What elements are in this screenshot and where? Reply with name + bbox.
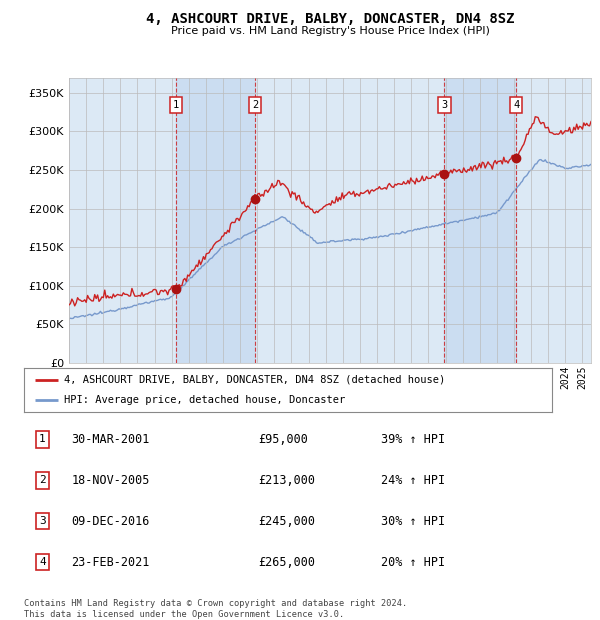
Text: 2: 2 xyxy=(252,100,259,110)
Bar xyxy=(445,78,517,363)
Text: 39% ↑ HPI: 39% ↑ HPI xyxy=(381,433,445,446)
Text: 1: 1 xyxy=(39,434,46,445)
Text: 4, ASHCOURT DRIVE, BALBY, DONCASTER, DN4 8SZ: 4, ASHCOURT DRIVE, BALBY, DONCASTER, DN4… xyxy=(146,12,514,27)
Text: Contains HM Land Registry data © Crown copyright and database right 2024.
This d: Contains HM Land Registry data © Crown c… xyxy=(24,600,407,619)
Text: 23-FEB-2021: 23-FEB-2021 xyxy=(71,556,150,569)
Text: 18-NOV-2005: 18-NOV-2005 xyxy=(71,474,150,487)
Text: 3: 3 xyxy=(39,516,46,526)
Text: 4: 4 xyxy=(513,100,520,110)
Text: 09-DEC-2016: 09-DEC-2016 xyxy=(71,515,150,528)
Text: £95,000: £95,000 xyxy=(259,433,308,446)
Text: £213,000: £213,000 xyxy=(259,474,316,487)
Text: Price paid vs. HM Land Registry's House Price Index (HPI): Price paid vs. HM Land Registry's House … xyxy=(170,26,490,36)
Text: 30% ↑ HPI: 30% ↑ HPI xyxy=(381,515,445,528)
Text: 4, ASHCOURT DRIVE, BALBY, DONCASTER, DN4 8SZ (detached house): 4, ASHCOURT DRIVE, BALBY, DONCASTER, DN4… xyxy=(64,374,445,385)
Text: 3: 3 xyxy=(442,100,448,110)
Text: 24% ↑ HPI: 24% ↑ HPI xyxy=(381,474,445,487)
Text: £265,000: £265,000 xyxy=(259,556,316,569)
Text: 4: 4 xyxy=(39,557,46,567)
Text: 20% ↑ HPI: 20% ↑ HPI xyxy=(381,556,445,569)
Text: £245,000: £245,000 xyxy=(259,515,316,528)
Text: HPI: Average price, detached house, Doncaster: HPI: Average price, detached house, Donc… xyxy=(64,395,345,405)
Text: 2: 2 xyxy=(39,475,46,485)
Text: 1: 1 xyxy=(173,100,179,110)
Bar xyxy=(176,78,256,363)
Text: 30-MAR-2001: 30-MAR-2001 xyxy=(71,433,150,446)
